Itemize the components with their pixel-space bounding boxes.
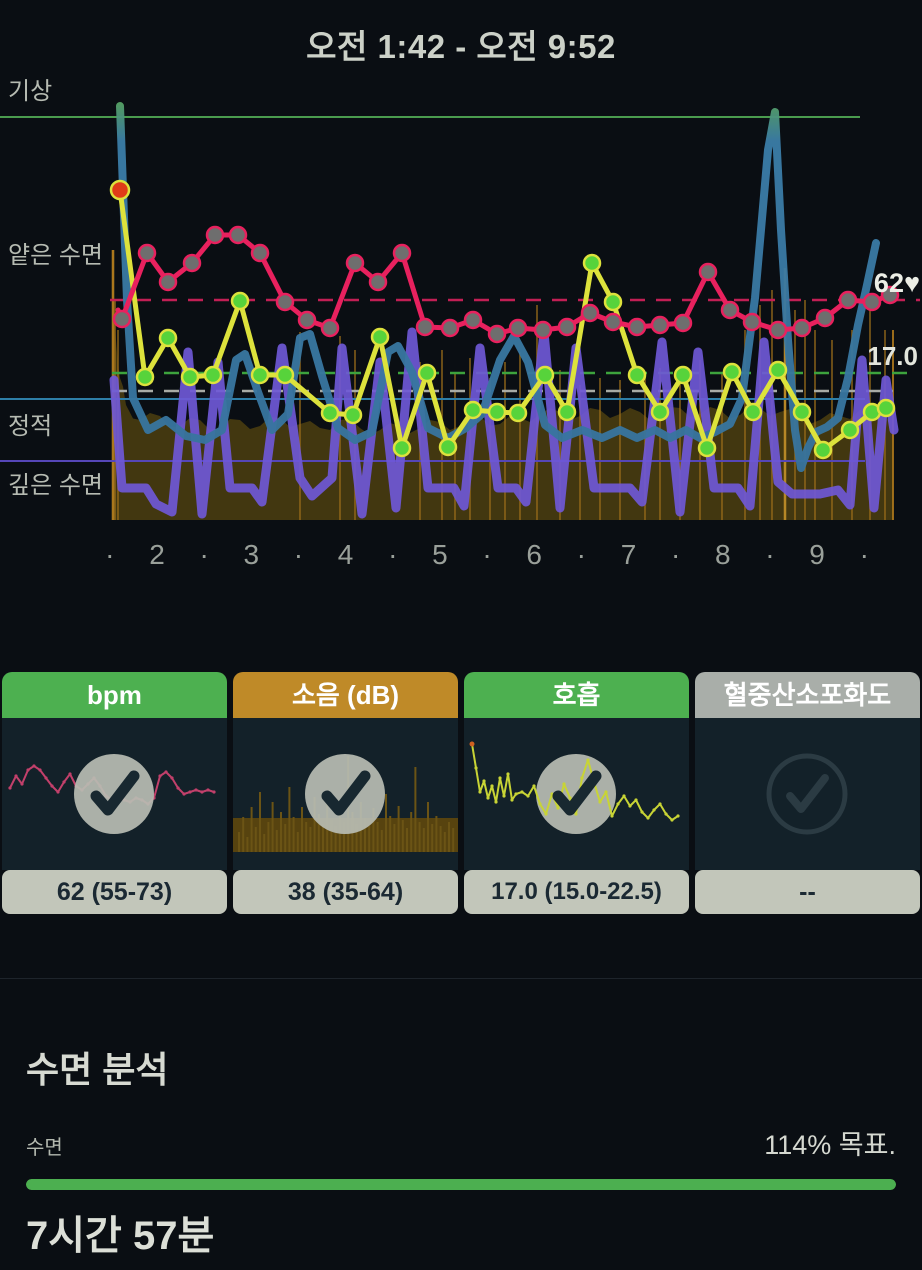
metric-card-header: 호흡 — [464, 672, 689, 718]
metric-card-header: bpm — [2, 672, 227, 718]
check-icon — [321, 770, 371, 816]
y-zone-label: 정적 — [8, 413, 52, 440]
x-axis-hour-label: 6 — [526, 539, 542, 570]
x-axis-hour-label: 7 — [621, 539, 637, 570]
metric-card-body — [695, 718, 920, 870]
x-axis-hour-label: 2 — [149, 539, 165, 570]
time-range-title: 오전 1:42 - 오전 9:52 — [306, 28, 616, 65]
svg-text:·: · — [105, 539, 114, 570]
section-title: 수면 분석 — [26, 1049, 169, 1090]
sleep-metric-label: 수면 — [26, 1137, 63, 1159]
svg-text:·: · — [671, 539, 680, 570]
svg-text:·: · — [577, 539, 586, 570]
svg-text:·: · — [388, 539, 397, 570]
metric-cards: bpm 62 (55-73) 소음 (dB) 38 (35-64) 호흡 17.0 (15… — [2, 672, 920, 914]
x-axis-hour-label: 3 — [244, 539, 260, 570]
chart-value-annotation: 62♥ — [874, 268, 920, 298]
metric-card-breathing[interactable]: 호흡 17.0 (15.0-22.5) — [464, 672, 689, 914]
check-icon — [552, 770, 602, 816]
sleep-analysis-section: 수면 분석 수면 114% 목표. 7시간 57분 — [0, 978, 922, 1261]
x-axis-hour-label: 8 — [715, 539, 731, 570]
check-circle-outline — [766, 753, 848, 835]
metric-card-header: 소음 (dB) — [233, 672, 458, 718]
metric-card-body — [464, 718, 689, 870]
x-axis-hour-label: 9 — [809, 539, 825, 570]
svg-text:·: · — [199, 539, 208, 570]
check-icon-dimmed — [786, 774, 829, 813]
y-zone-label: 기상 — [8, 78, 52, 105]
y-zone-label: 깊은 수면 — [8, 472, 103, 499]
metric-card-spo2[interactable]: 혈중산소포화도 -- — [695, 672, 920, 914]
metric-card-header: 혈중산소포화도 — [695, 672, 920, 718]
metric-card-value: -- — [695, 870, 920, 914]
svg-text:·: · — [482, 539, 491, 570]
metric-card-body — [2, 718, 227, 870]
movement-line — [109, 327, 899, 519]
y-zone-label: 얕은 수면 — [8, 242, 103, 269]
x-axis-hour-label: 5 — [432, 539, 448, 570]
metric-card-value: 62 (55-73) — [2, 870, 227, 914]
sleep-goal-progress-fill — [26, 1179, 896, 1190]
sleep-duration: 7시간 57분 — [26, 1214, 215, 1258]
goal-percent-label: 114% 목표. — [764, 1130, 896, 1160]
metric-card-value: 38 (35-64) — [233, 870, 458, 914]
metric-card-body — [233, 718, 458, 870]
sleep-goal-progressbar — [26, 1179, 896, 1190]
check-icon — [90, 770, 140, 816]
x-axis-hour-label: 4 — [338, 539, 354, 570]
metric-card-value: 17.0 (15.0-22.5) — [464, 870, 689, 914]
svg-text:·: · — [765, 539, 774, 570]
metric-card-bpm[interactable]: bpm 62 (55-73) — [2, 672, 227, 914]
noise-area — [112, 300, 893, 520]
metric-card-noise[interactable]: 소음 (dB) 38 (35-64) — [233, 672, 458, 914]
svg-text:·: · — [294, 539, 303, 570]
chart-value-annotation: 17.0 — [867, 341, 918, 371]
svg-text:·: · — [860, 539, 869, 570]
